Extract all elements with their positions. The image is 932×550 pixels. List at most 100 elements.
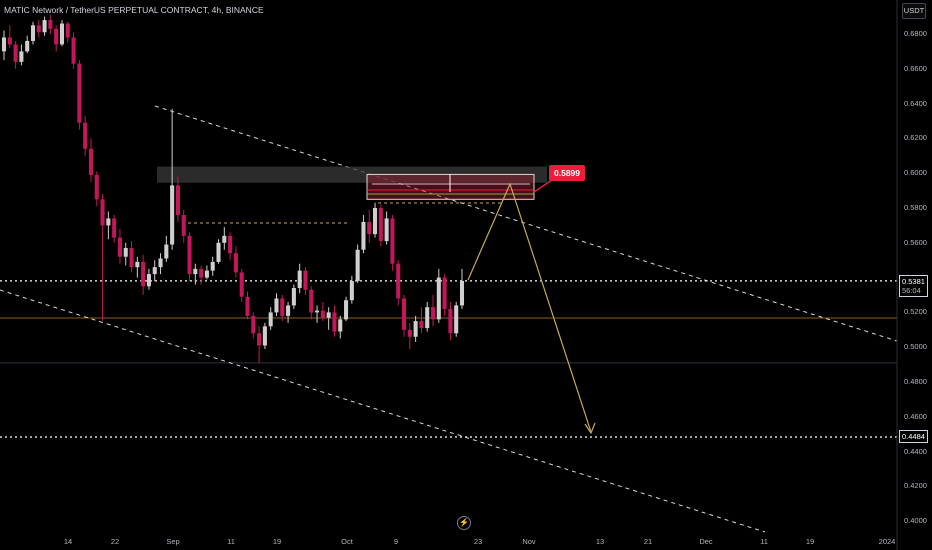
candle-body: [413, 321, 418, 337]
candle-body: [390, 218, 395, 264]
x-tick-label: 23: [473, 537, 483, 546]
x-tick-label: Sep: [166, 537, 180, 546]
candle-body: [291, 288, 296, 306]
candle-body: [117, 237, 122, 257]
candle-body: [135, 261, 140, 268]
current-price-tag: 0.5381 56:04: [899, 275, 928, 297]
currency-button[interactable]: USDT: [902, 3, 926, 19]
x-tick-label: 9: [393, 537, 399, 546]
annotation-price-label[interactable]: 0.5899: [549, 165, 585, 181]
candle-body: [361, 221, 366, 250]
candle-body: [210, 261, 215, 271]
x-tick-label: Nov: [522, 537, 536, 546]
candle-body: [245, 296, 250, 316]
candle-body: [251, 315, 256, 334]
candle-body: [436, 277, 441, 320]
candle-body: [280, 298, 285, 316]
y-tick-label: 0.6200: [904, 133, 927, 143]
candle-body: [94, 174, 99, 200]
candle-body: [396, 263, 401, 299]
y-tick-label: 0.6600: [904, 63, 927, 73]
supply-zone: [157, 166, 553, 200]
y-tick-label: 0.6000: [904, 168, 927, 178]
y-tick-label: 0.5600: [904, 237, 927, 247]
candle-body: [367, 221, 372, 235]
candle-body: [315, 310, 320, 313]
candle-body: [378, 208, 383, 242]
projection-arrowhead: [584, 422, 596, 435]
y-tick-label: 0.6400: [904, 98, 927, 108]
x-tick-label: Dec: [699, 537, 713, 546]
candle-body: [430, 307, 436, 320]
candle-body: [320, 310, 325, 318]
candle-body: [170, 185, 175, 245]
x-tick-label: 22: [110, 537, 120, 546]
y-tick-label: 0.4600: [904, 411, 927, 421]
x-tick-label: 19: [272, 537, 282, 546]
candle-body: [222, 235, 227, 243]
candle-body: [71, 37, 76, 64]
candle-body: [65, 23, 70, 38]
candle-body: [146, 274, 151, 287]
current-price-value: 0.5381: [902, 277, 925, 286]
candle-body: [448, 308, 453, 334]
candle-body: [332, 312, 337, 332]
candle-body: [77, 63, 82, 123]
x-tick-label: 11: [760, 537, 768, 546]
candle-body: [141, 261, 146, 287]
candle-body: [123, 248, 128, 257]
lightning-bolt-icon[interactable]: ⚡: [457, 516, 471, 530]
candle-body: [257, 333, 262, 346]
candle-body: [373, 208, 378, 235]
candle-body: [129, 248, 134, 268]
candle-body: [326, 312, 331, 318]
candle-body: [7, 37, 12, 45]
candle-body: [158, 258, 163, 268]
candle-body: [193, 268, 198, 275]
candle-body: [59, 23, 65, 45]
candle-body: [239, 272, 244, 297]
candle-body: [228, 235, 233, 254]
x-tick-label: 21: [643, 537, 653, 546]
candle-body: [204, 270, 209, 278]
candle-body: [233, 253, 238, 273]
projection-line: [467, 182, 592, 433]
trendlines: [0, 105, 898, 533]
y-tick-label: 0.6800: [904, 29, 927, 38]
x-tick-label: 13: [595, 537, 605, 546]
candle-body: [48, 20, 53, 29]
candle-body: [19, 51, 24, 62]
candle-body: [297, 270, 302, 289]
candle-body: [30, 25, 36, 41]
candle-body: [454, 305, 459, 334]
candle-body: [459, 280, 465, 306]
candle-body: [303, 270, 308, 290]
candle-body: [274, 298, 279, 313]
candle-body: [338, 319, 343, 332]
horizontal-levels: [0, 280, 897, 438]
target-price-value: 0.4484: [902, 432, 925, 441]
projection-path: [467, 182, 596, 435]
candle-body: [419, 321, 424, 329]
candles: [1, 14, 465, 363]
candle-body: [216, 242, 221, 262]
x-tick-label: 11: [227, 537, 235, 546]
candle-body: [181, 214, 186, 236]
y-tick-label: 0.5000: [904, 342, 927, 352]
x-tick-label: 14: [63, 537, 73, 546]
candle-body: [199, 268, 204, 278]
candle-body: [100, 199, 105, 226]
x-tick-label: 19: [805, 537, 815, 546]
candle-countdown: 56:04: [902, 286, 921, 295]
candle-body: [407, 329, 412, 337]
target-price-tag: 0.4484: [899, 430, 928, 443]
pair-title: MATIC Network / TetherUS PERPETUAL CONTR…: [4, 5, 264, 15]
candle-body: [42, 20, 47, 33]
candle-body: [286, 305, 291, 316]
candle-body: [1, 37, 7, 52]
candle-body: [36, 25, 41, 33]
candle-body: [88, 148, 93, 175]
candle-body: [175, 185, 180, 215]
candle-body: [442, 277, 447, 309]
